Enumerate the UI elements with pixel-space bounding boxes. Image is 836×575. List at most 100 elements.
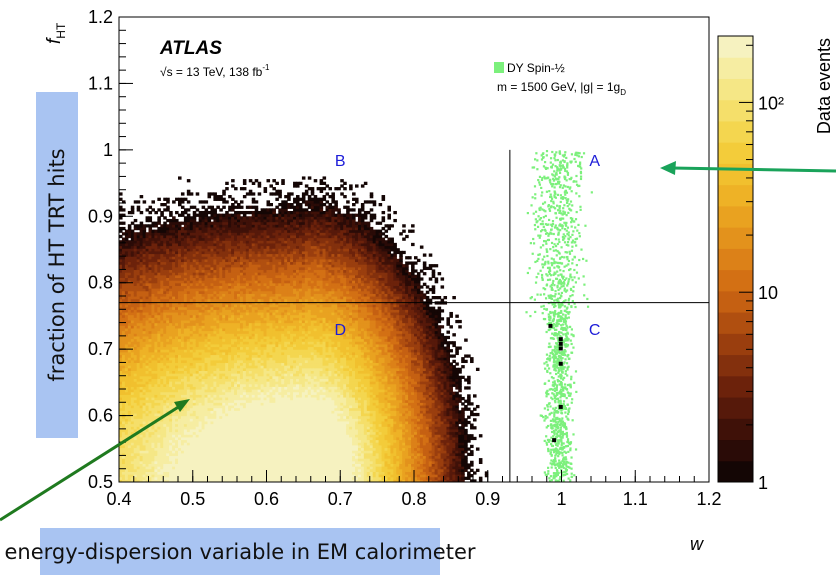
heat-cell — [213, 333, 217, 337]
heat-cell — [195, 264, 200, 268]
heat-cell — [254, 237, 259, 241]
heat-cell — [260, 471, 265, 475]
heat-cell — [192, 357, 197, 361]
heat-cell — [251, 346, 256, 350]
heat-cell — [180, 431, 185, 435]
heat-cell — [204, 442, 209, 446]
heat-cell — [172, 349, 176, 353]
heat-cell — [119, 455, 123, 459]
heat-cell — [231, 205, 235, 209]
heat-cell — [139, 306, 144, 310]
heat-cell — [127, 455, 132, 459]
heat-cell — [216, 375, 220, 379]
heat-cell — [163, 274, 167, 278]
heat-cell — [183, 442, 188, 446]
heat-cell — [172, 333, 176, 337]
heat-cell — [234, 436, 238, 441]
heat-cell — [151, 399, 155, 403]
heat-cell — [124, 274, 129, 278]
heat-cell — [219, 420, 223, 425]
heat-cell — [154, 370, 158, 374]
heat-cell — [207, 349, 212, 353]
heat-cell — [189, 298, 194, 302]
heat-cell — [225, 426, 229, 430]
heat-cell — [254, 402, 259, 406]
heat-cell — [213, 303, 217, 308]
heat-cell — [186, 306, 191, 310]
heat-cell — [248, 269, 253, 273]
heat-cell — [133, 237, 138, 241]
heat-cell — [201, 335, 206, 340]
heat-cell — [210, 282, 214, 286]
heat-cell — [139, 232, 144, 236]
heat-cell — [154, 373, 158, 377]
heat-cell — [242, 436, 247, 441]
heat-cell — [157, 463, 161, 467]
heat-cell — [225, 439, 229, 443]
heat-cell — [242, 373, 247, 377]
heat-cell — [119, 325, 123, 329]
heat-cell — [248, 343, 253, 348]
heat-cell — [183, 282, 188, 286]
heat-cell — [119, 362, 123, 366]
heat-cell — [237, 232, 241, 236]
heat-cell — [136, 256, 141, 260]
heat-cell — [154, 359, 158, 364]
heat-cell — [163, 396, 167, 401]
heat-cell — [201, 306, 206, 310]
heat-cell — [148, 224, 153, 228]
heat-cell — [198, 466, 203, 470]
heat-cell — [239, 296, 244, 300]
heat-cell — [186, 261, 191, 265]
heat-cell — [172, 226, 176, 231]
heat-cell — [148, 285, 153, 289]
heat-cell — [251, 404, 256, 409]
heat-cell — [148, 415, 153, 419]
heat-cell — [151, 250, 155, 255]
heat-cell — [163, 335, 167, 340]
heat-cell — [133, 458, 138, 462]
heat-cell — [124, 426, 129, 430]
heat-cell — [248, 205, 253, 209]
heat-cell — [237, 224, 241, 228]
heat-cell — [130, 272, 135, 276]
heat-cell — [157, 343, 161, 348]
heat-cell — [178, 269, 182, 273]
heat-cell — [239, 391, 244, 395]
heat-cell — [183, 290, 188, 294]
heat-cell — [251, 325, 256, 329]
heat-cell — [154, 410, 158, 414]
heat-cell — [160, 436, 164, 441]
heat-cell — [175, 378, 179, 382]
heat-cell — [121, 319, 126, 324]
heat-cell — [248, 402, 253, 406]
heat-cell — [251, 471, 256, 475]
heat-cell — [130, 242, 135, 247]
heat-cell — [175, 197, 179, 201]
heat-cell — [151, 450, 155, 454]
heat-cell — [251, 242, 256, 247]
heat-cell — [166, 428, 170, 433]
heat-cell — [245, 351, 250, 356]
heat-cell — [186, 357, 191, 361]
heat-cell — [239, 285, 244, 289]
heat-cell — [160, 264, 164, 268]
heat-cell — [178, 458, 182, 462]
heat-cell — [151, 224, 155, 228]
heat-cell — [216, 250, 220, 255]
heat-cell — [169, 375, 173, 379]
heat-cell — [245, 455, 250, 459]
heat-cell — [207, 476, 212, 480]
heat-cell — [154, 343, 158, 348]
heat-cell — [166, 415, 170, 419]
heat-cell — [242, 296, 247, 300]
heat-cell — [251, 229, 256, 233]
heat-cell — [127, 234, 132, 239]
heat-cell — [121, 428, 126, 433]
heat-cell — [245, 362, 250, 366]
heat-cell — [251, 261, 256, 265]
heat-cell — [201, 426, 206, 430]
heat-cell — [257, 322, 262, 326]
heat-cell — [157, 359, 161, 364]
heat-cell — [139, 264, 144, 268]
